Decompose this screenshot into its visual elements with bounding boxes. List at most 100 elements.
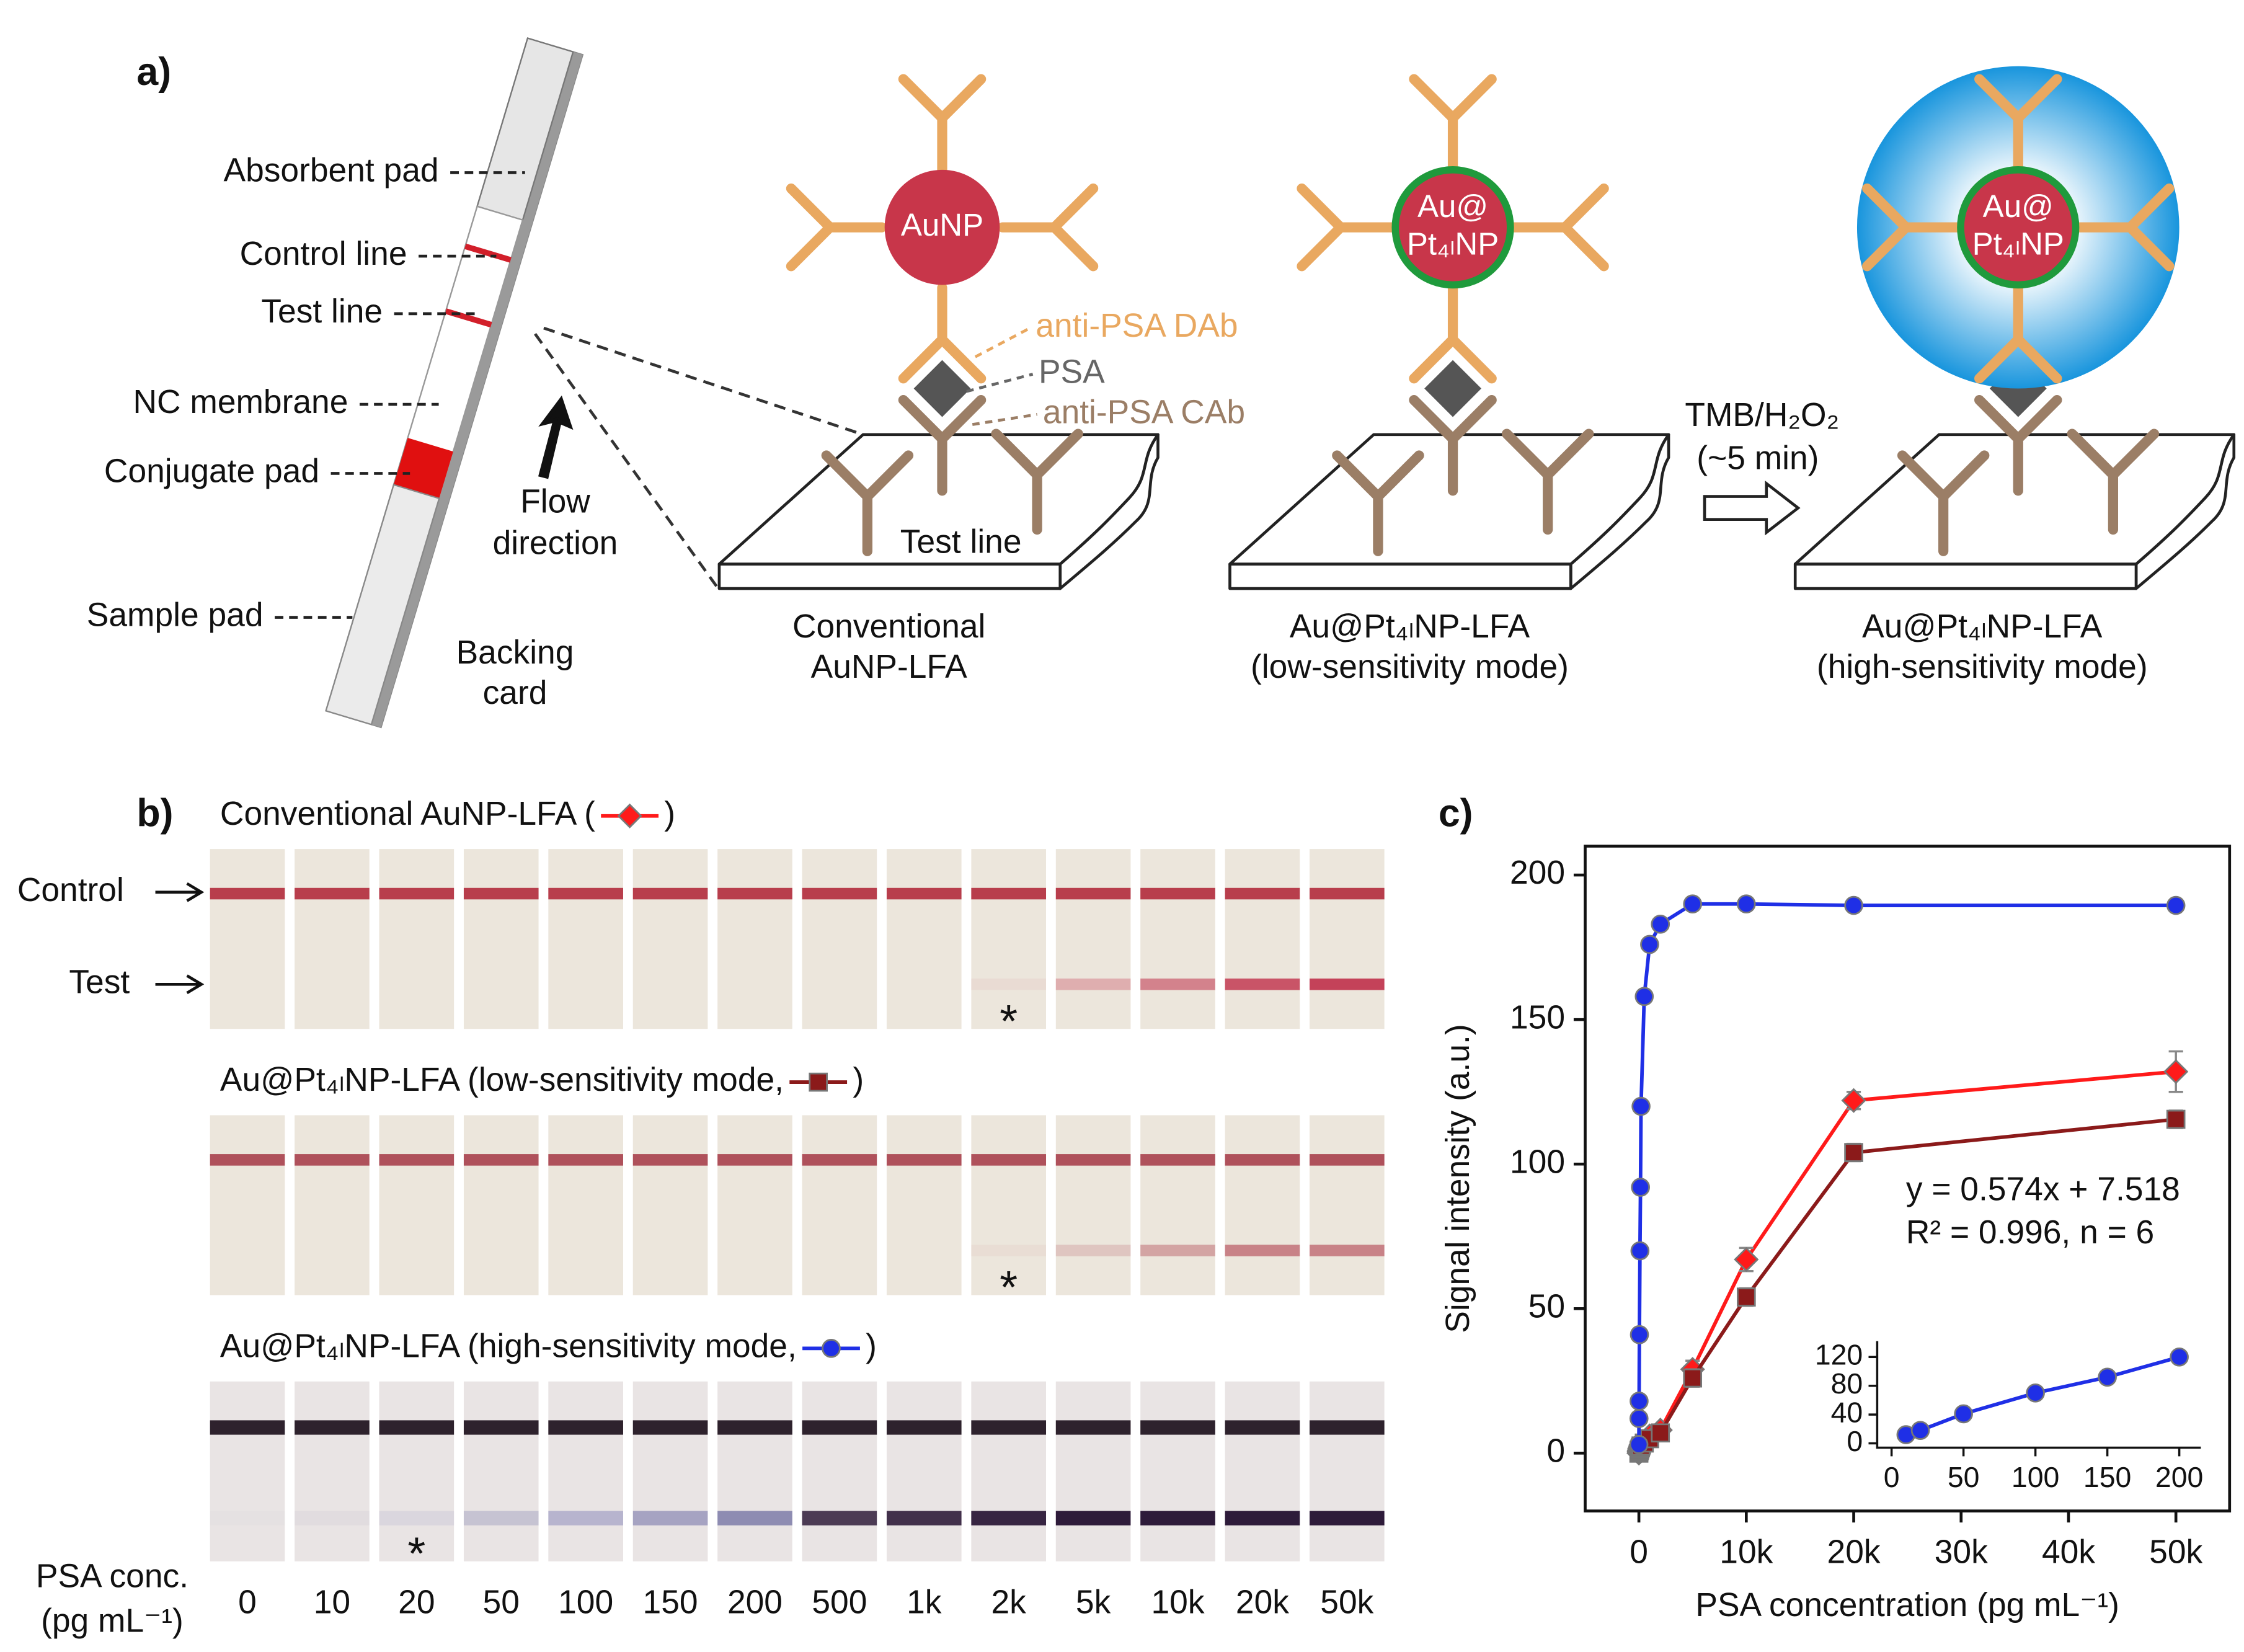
strip bbox=[1140, 1381, 1215, 1561]
strip bbox=[802, 1115, 877, 1295]
control-band bbox=[1140, 1154, 1215, 1166]
strip-edge bbox=[371, 51, 583, 727]
strip bbox=[379, 1381, 455, 1561]
caption: (low-sensitivity mode) bbox=[1251, 649, 1569, 685]
detection-antibody bbox=[1974, 282, 2062, 384]
strip bbox=[802, 849, 877, 1029]
control-band bbox=[802, 1420, 877, 1435]
detection-antibody bbox=[997, 183, 1099, 272]
reaction-arrow bbox=[1703, 480, 1801, 536]
data-point bbox=[1844, 895, 1863, 915]
strip bbox=[548, 849, 623, 1029]
capture-antibody bbox=[991, 429, 1083, 535]
flow-arrow bbox=[538, 395, 574, 479]
x-tick-label: 30k bbox=[1935, 1534, 1988, 1570]
inset-x-tick-label: 150 bbox=[2083, 1461, 2131, 1493]
panel-label: c) bbox=[1439, 791, 1473, 835]
strip bbox=[971, 1381, 1047, 1561]
strip bbox=[463, 1115, 539, 1295]
test-line-label: Test line bbox=[900, 523, 1022, 560]
control-band bbox=[1225, 1154, 1300, 1166]
data-point bbox=[1683, 1368, 1703, 1388]
inset-y-tick-label: 0 bbox=[1847, 1425, 1863, 1457]
caption: Conventional bbox=[792, 608, 985, 645]
concentration-label: 20k bbox=[1236, 1584, 1289, 1621]
psa-antigen bbox=[913, 360, 971, 417]
strip-label: Conjugate pad bbox=[104, 453, 319, 490]
detection-antibody bbox=[898, 74, 987, 175]
inset-y-tick-label: 120 bbox=[1815, 1339, 1863, 1371]
capture-antibody-shape bbox=[2067, 429, 2160, 535]
concentration-label: 100 bbox=[558, 1584, 613, 1621]
inset-x-tick-label: 50 bbox=[1948, 1461, 1980, 1493]
backing-label: card bbox=[483, 675, 548, 711]
control-band bbox=[971, 1154, 1047, 1166]
control-band bbox=[971, 887, 1047, 900]
control-band bbox=[971, 1420, 1047, 1435]
data-point bbox=[1737, 1287, 1756, 1307]
data-point bbox=[1631, 1178, 1651, 1197]
y-tick-label: 50 bbox=[1528, 1288, 1565, 1325]
particle-label: Au@ bbox=[1417, 189, 1488, 224]
leader-line bbox=[972, 413, 1037, 426]
control-band bbox=[1310, 1420, 1385, 1435]
detection-antibody bbox=[1974, 74, 2062, 175]
test-band bbox=[1140, 978, 1215, 990]
control-band bbox=[1055, 1420, 1131, 1435]
control-band bbox=[548, 1154, 623, 1166]
strip bbox=[632, 1381, 708, 1561]
strip bbox=[717, 849, 792, 1029]
detection-antibody-shape bbox=[1974, 282, 2062, 384]
platform-front bbox=[1228, 562, 1572, 590]
control-band bbox=[548, 887, 623, 900]
data-point bbox=[1841, 1088, 1866, 1113]
detection-antibody-shape bbox=[1862, 183, 1963, 272]
data-point bbox=[1683, 894, 1703, 914]
strip bbox=[548, 1115, 623, 1295]
capture-antibody-shape bbox=[821, 450, 914, 556]
data-point bbox=[1954, 1404, 1973, 1424]
test-band bbox=[1140, 1511, 1215, 1525]
control-band bbox=[632, 887, 708, 900]
strip-label: Absorbent pad bbox=[224, 153, 439, 189]
annotation: anti-PSA CAb bbox=[1043, 394, 1245, 430]
strip bbox=[1055, 849, 1131, 1029]
psa-antigen bbox=[1424, 360, 1482, 417]
test-band bbox=[1225, 1511, 1300, 1525]
detection-antibody bbox=[786, 183, 887, 272]
control-band bbox=[210, 1420, 285, 1435]
control-band bbox=[717, 1420, 792, 1435]
strip bbox=[1225, 1381, 1300, 1561]
data-point bbox=[1737, 894, 1756, 914]
conc-title: PSA conc. bbox=[36, 1558, 188, 1595]
data-point bbox=[1640, 935, 1659, 954]
strip-label: Control line bbox=[240, 236, 407, 272]
data-point bbox=[1844, 1143, 1863, 1162]
capture-antibody bbox=[821, 450, 914, 556]
x-tick-label: 20k bbox=[1827, 1534, 1881, 1570]
caption: Au@Pt₄ₗNP-LFA bbox=[1290, 608, 1530, 645]
test-band bbox=[463, 1511, 539, 1525]
strip bbox=[548, 1381, 623, 1561]
strip bbox=[717, 1115, 792, 1295]
strip-label: NC membrane bbox=[133, 384, 348, 420]
legend-marker bbox=[617, 803, 642, 828]
control-band bbox=[379, 1154, 455, 1166]
capture-antibody bbox=[898, 394, 987, 496]
inset-x-tick-label: 0 bbox=[1884, 1461, 1900, 1493]
concentration-label: 0 bbox=[238, 1584, 257, 1621]
x-axis-label: PSA concentration (pg mL⁻¹) bbox=[1695, 1587, 2119, 1623]
control-band bbox=[1140, 1420, 1215, 1435]
strip bbox=[1140, 849, 1215, 1029]
series-line bbox=[1637, 1117, 2176, 1454]
control-band bbox=[886, 1420, 962, 1435]
control-band bbox=[717, 1154, 792, 1166]
strip bbox=[295, 849, 370, 1029]
concentration-label: 20 bbox=[398, 1584, 435, 1621]
test-band bbox=[1225, 978, 1300, 990]
asterisk: * bbox=[1000, 1261, 1018, 1313]
particle-label: Pt₄ₗNP bbox=[1972, 226, 2064, 261]
detection-antibody-shape bbox=[1974, 74, 2062, 175]
x-tick-label: 10k bbox=[1719, 1534, 1773, 1570]
annotation: PSA bbox=[1039, 353, 1105, 390]
